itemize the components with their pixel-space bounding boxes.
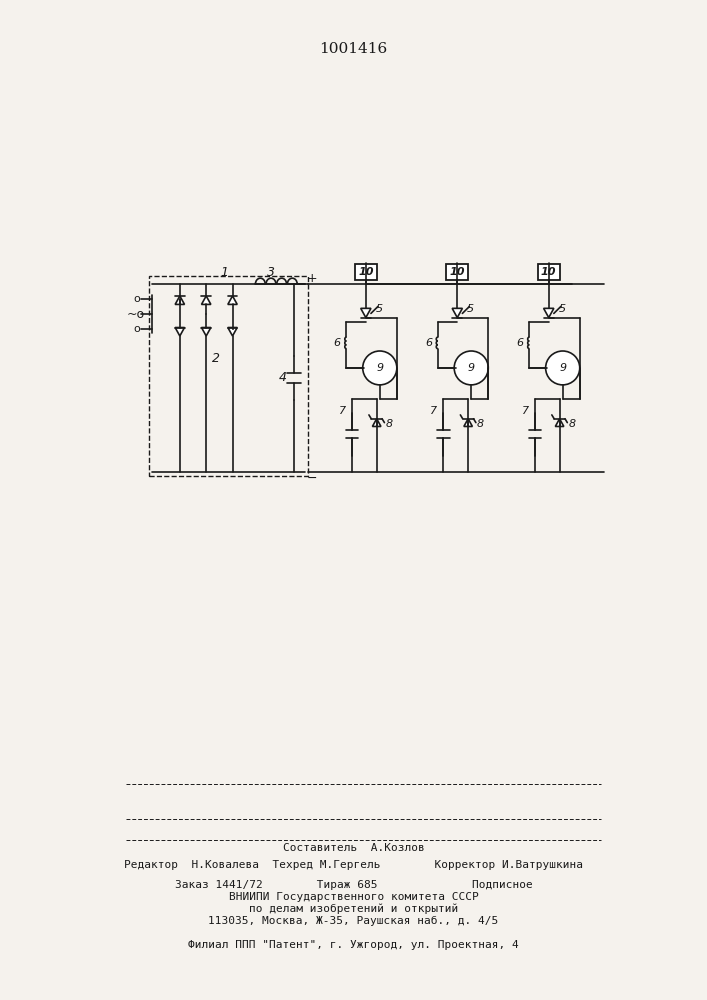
- Text: 1001416: 1001416: [320, 42, 387, 56]
- Polygon shape: [228, 328, 238, 336]
- Bar: [355, 264, 377, 280]
- Text: 3: 3: [267, 266, 274, 279]
- Circle shape: [454, 351, 489, 385]
- Bar: [446, 264, 468, 280]
- Text: 9: 9: [376, 363, 383, 373]
- Polygon shape: [201, 296, 211, 304]
- Text: 10: 10: [358, 267, 373, 277]
- Polygon shape: [544, 308, 554, 318]
- Text: ~o: ~o: [127, 308, 145, 321]
- Text: 10: 10: [541, 267, 556, 277]
- Text: +: +: [307, 272, 317, 285]
- Text: Филиал ППП "Патент", г. Ужгород, ул. Проектная, 4: Филиал ППП "Патент", г. Ужгород, ул. Про…: [188, 940, 519, 950]
- Text: 9: 9: [559, 363, 566, 373]
- Text: ВНИИПИ Государственного комитета СССР: ВНИИПИ Государственного комитета СССР: [228, 892, 479, 902]
- Polygon shape: [175, 328, 185, 336]
- Text: −: −: [307, 472, 317, 485]
- Text: 6: 6: [425, 338, 432, 348]
- Text: 8: 8: [568, 419, 575, 429]
- Text: Заказ 1441/72        Тираж 685              Подписное: Заказ 1441/72 Тираж 685 Подписное: [175, 880, 532, 890]
- Polygon shape: [452, 308, 462, 318]
- Circle shape: [363, 351, 397, 385]
- Polygon shape: [373, 419, 381, 426]
- Text: 9: 9: [467, 363, 475, 373]
- Text: 8: 8: [385, 419, 392, 429]
- Polygon shape: [464, 419, 472, 426]
- Text: 7: 7: [339, 406, 346, 416]
- Polygon shape: [228, 296, 238, 304]
- Bar: [538, 264, 559, 280]
- Text: 7: 7: [431, 406, 438, 416]
- Text: 2: 2: [212, 352, 221, 365]
- Text: 1: 1: [220, 266, 228, 279]
- Polygon shape: [175, 296, 185, 304]
- Text: 5: 5: [467, 304, 474, 314]
- Text: 7: 7: [522, 406, 529, 416]
- Text: 5: 5: [559, 304, 566, 314]
- Polygon shape: [201, 328, 211, 336]
- Polygon shape: [555, 419, 564, 426]
- Text: o: o: [134, 324, 141, 334]
- Text: Составитель  А.Козлов: Составитель А.Козлов: [283, 843, 424, 853]
- Text: 113035, Москва, Ж-35, Раушская наб., д. 4/5: 113035, Москва, Ж-35, Раушская наб., д. …: [209, 916, 498, 926]
- Bar: [149, 276, 308, 476]
- Text: 8: 8: [477, 419, 484, 429]
- Polygon shape: [361, 308, 371, 318]
- Text: 10: 10: [450, 267, 465, 277]
- Text: 5: 5: [375, 304, 382, 314]
- Text: 4: 4: [279, 371, 287, 384]
- Text: Редактор  Н.Ковалева  Техред М.Гергель        Корректор И.Ватрушкина: Редактор Н.Ковалева Техред М.Гергель Кор…: [124, 860, 583, 870]
- Circle shape: [546, 351, 580, 385]
- Text: 6: 6: [334, 338, 341, 348]
- Text: 6: 6: [517, 338, 524, 348]
- Text: по делам изобретений и открытий: по делам изобретений и открытий: [249, 904, 458, 914]
- Text: o: o: [134, 294, 141, 304]
